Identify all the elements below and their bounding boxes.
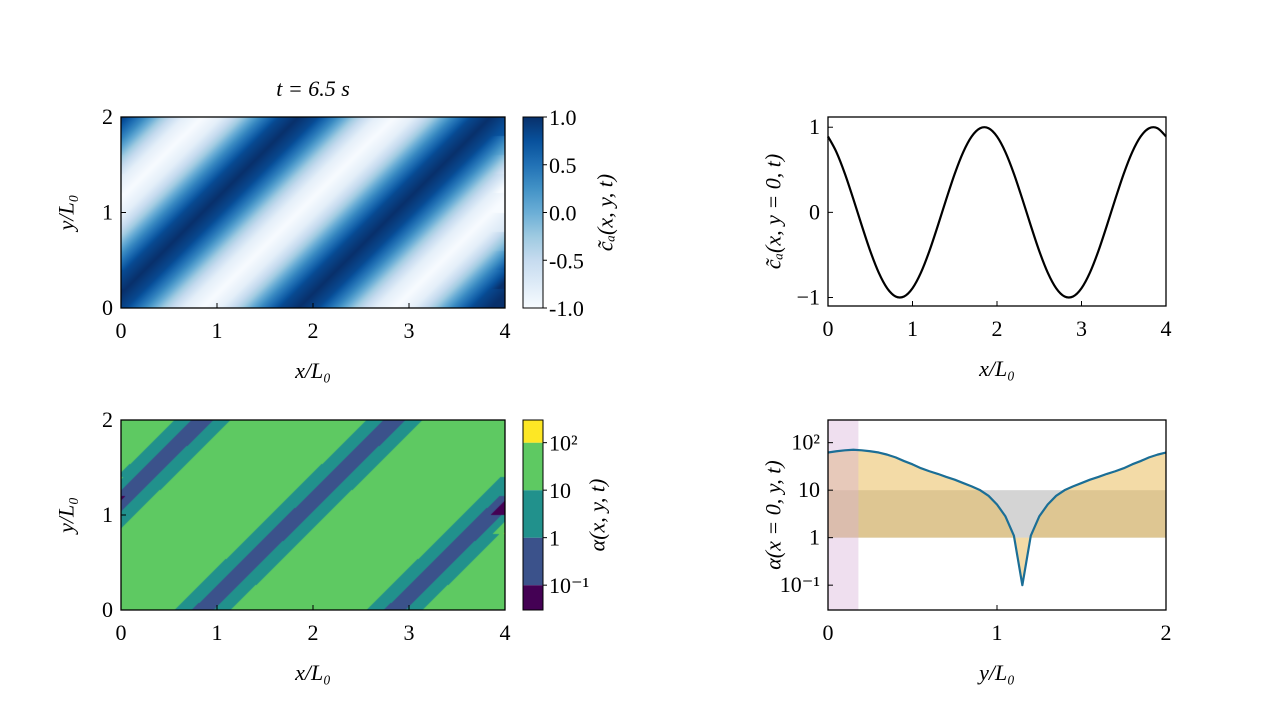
colorbar-tick-label: 10⁻¹	[549, 573, 589, 598]
x-tick-label: 0	[116, 318, 127, 343]
y-axis-label: y/L₀	[54, 497, 79, 535]
y-tick-label: 10	[798, 477, 820, 502]
plot-frame	[827, 419, 1167, 611]
colorbar-tick-label: 1.0	[549, 105, 577, 130]
concentration-line	[827, 126, 1167, 299]
colorbar-tick-label: 1	[549, 526, 560, 551]
x-tick-label: 4	[500, 318, 511, 343]
x-tick-label: 4	[500, 620, 511, 645]
x-tick-label: 0	[823, 316, 834, 341]
y-tick-label: 0	[809, 199, 820, 224]
y-tick-label: 1	[809, 114, 820, 139]
x-tick-label: 3	[1076, 316, 1087, 341]
plot-frame	[120, 419, 506, 611]
y-tick-label: 2	[102, 407, 113, 432]
x-tick-label: 2	[992, 316, 1003, 341]
top-left-axes: 0 1 2 3 4 0 1 2 x/L₀ y/L₀	[54, 104, 511, 383]
x-axis-label: x/L₀	[294, 660, 331, 685]
alpha-line	[828, 448, 1166, 587]
plot-frame	[120, 116, 506, 309]
y-tick-label: 2	[102, 104, 113, 129]
colorbar-tick-label: 10²	[549, 431, 578, 456]
colorbar-label: c̃ₐ(x, y, t)	[593, 174, 618, 251]
x-tick-label: 1	[907, 316, 918, 341]
figure-title: t = 6.5 s	[276, 76, 350, 101]
x-tick-label: 2	[1161, 620, 1172, 645]
colorbar-2: 10² 10 1 10⁻¹ α(x, y, t)	[522, 419, 610, 611]
top-right-axes: 0 1 2 3 410−1x/L₀c̃ₐ(x, y = 0, t)	[761, 114, 1172, 381]
y-tick-label: 1	[102, 502, 113, 527]
y-axis-label: y/L₀	[54, 195, 79, 233]
plot-frame	[827, 116, 1167, 307]
colorbar-tick-label: -1.0	[549, 296, 584, 321]
x-tick-label: 0	[116, 620, 127, 645]
y-tick-label: 10²	[791, 430, 820, 455]
colorbar-level	[523, 442, 543, 491]
colorbar-frame	[522, 419, 544, 611]
y-tick-label: 0	[102, 597, 113, 622]
bottom-left-axes: 0 1 2 3 4 0 1 2 x/L₀ y/L₀	[54, 407, 511, 685]
colorbar-level	[523, 585, 543, 610]
colorbar-gradient	[523, 117, 543, 308]
concentration-profile-plot	[827, 126, 1167, 299]
colorbar-tick-label: 0.0	[549, 201, 577, 226]
colorbar-label: α(x, y, t)	[585, 479, 610, 552]
x-axis-label: x/L₀	[294, 358, 331, 383]
colorbar-tick-label: 0.5	[549, 153, 577, 178]
bottom-right-axes: 0 1 2 10² 10 1 10⁻¹ y/L₀ α(x = 0, y, t)	[761, 419, 1172, 685]
colorbar-level	[523, 537, 543, 586]
y-axis-label: c̃ₐ(x, y = 0, t)	[761, 154, 786, 269]
x-tick-label: 1	[992, 620, 1003, 645]
colorbar-1: 1.0 0.5 0.0 -0.5 -1.0 c̃ₐ(x, y, t)	[522, 105, 618, 321]
x-axis-label: y/L₀	[977, 660, 1015, 685]
x-tick-label: 1	[212, 620, 223, 645]
colorbar-frame	[522, 116, 544, 309]
x-tick-label: 2	[308, 318, 319, 343]
colorbar-level	[523, 490, 543, 538]
alpha-profile-plot	[828, 420, 1166, 610]
alpha-contour-map	[121, 420, 505, 610]
x-tick-label: 1	[212, 318, 223, 343]
y-tick-label: 1	[102, 200, 113, 225]
colorbar-tick-label: 10	[549, 478, 571, 503]
colorbar-level	[523, 420, 543, 443]
x-tick-label: 2	[308, 620, 319, 645]
x-tick-label: 3	[404, 318, 415, 343]
y-axis-label: α(x = 0, y, t)	[761, 460, 786, 569]
colorbar-tick-label: -0.5	[549, 248, 584, 273]
x-tick-label: 0	[823, 620, 834, 645]
y-tick-label: 10⁻¹	[780, 572, 820, 597]
y-tick-label: −1	[797, 284, 820, 309]
y-tick-label: 0	[102, 295, 113, 320]
x-axis-label: x/L₀	[978, 356, 1015, 381]
concentration-heatmap	[121, 117, 505, 308]
area-fill	[828, 449, 1166, 586]
vertical-band-fill	[828, 420, 859, 610]
x-tick-label: 4	[1161, 316, 1172, 341]
x-tick-label: 3	[404, 620, 415, 645]
y-tick-label: 1	[809, 525, 820, 550]
